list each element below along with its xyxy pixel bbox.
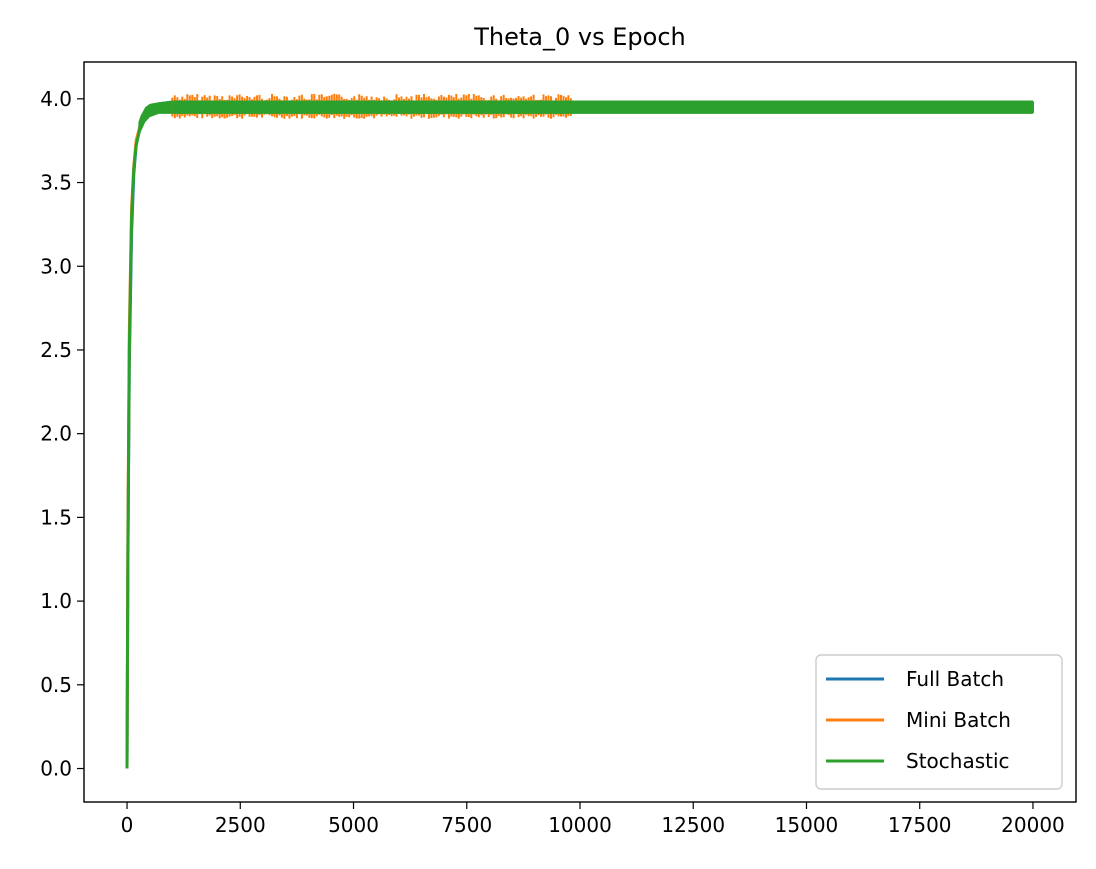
series-stochastic xyxy=(125,100,1034,769)
legend-label: Stochastic xyxy=(906,749,1010,773)
x-tick-label: 20000 xyxy=(1001,813,1065,837)
legend-label: Mini Batch xyxy=(906,708,1011,732)
y-tick-label: 3.0 xyxy=(40,254,72,278)
y-tick-label: 0.0 xyxy=(40,757,72,781)
x-tick-label: 12500 xyxy=(661,813,725,837)
y-tick-label: 3.5 xyxy=(40,171,72,195)
legend-box xyxy=(815,654,1063,790)
y-tick-label: 0.5 xyxy=(40,673,72,697)
y-axis: 0.0 0.5 1.0 1.5 2.0 2.5 3.0 3.5 4.0 xyxy=(40,87,84,781)
x-tick-label: 17500 xyxy=(888,813,952,837)
x-tick-label: 15000 xyxy=(775,813,839,837)
x-axis: 0 2500 5000 7500 10000 12500 15000 17500 20000 xyxy=(121,802,1065,837)
x-tick-label: 0 xyxy=(121,813,134,837)
y-tick-label: 4.0 xyxy=(40,87,72,111)
y-tick-label: 1.5 xyxy=(40,505,72,529)
x-tick-label: 5000 xyxy=(328,813,379,837)
series-band-transition-stochastic xyxy=(138,100,173,141)
x-tick-label: 2500 xyxy=(215,813,266,837)
y-tick-label: 1.0 xyxy=(40,589,72,613)
chart-title: Theta_0 vs Epoch xyxy=(473,23,685,51)
legend-label: Full Batch xyxy=(906,667,1004,691)
series-layer xyxy=(125,93,1034,769)
y-tick-label: 2.5 xyxy=(40,338,72,362)
series-band-stochastic xyxy=(172,100,1033,114)
legend: Full Batch Mini Batch Stochastic xyxy=(815,654,1063,790)
y-tick-label: 2.0 xyxy=(40,422,72,446)
x-tick-label: 7500 xyxy=(441,813,492,837)
series-band-cap-stochastic xyxy=(1029,101,1034,113)
x-tick-label: 10000 xyxy=(548,813,612,837)
